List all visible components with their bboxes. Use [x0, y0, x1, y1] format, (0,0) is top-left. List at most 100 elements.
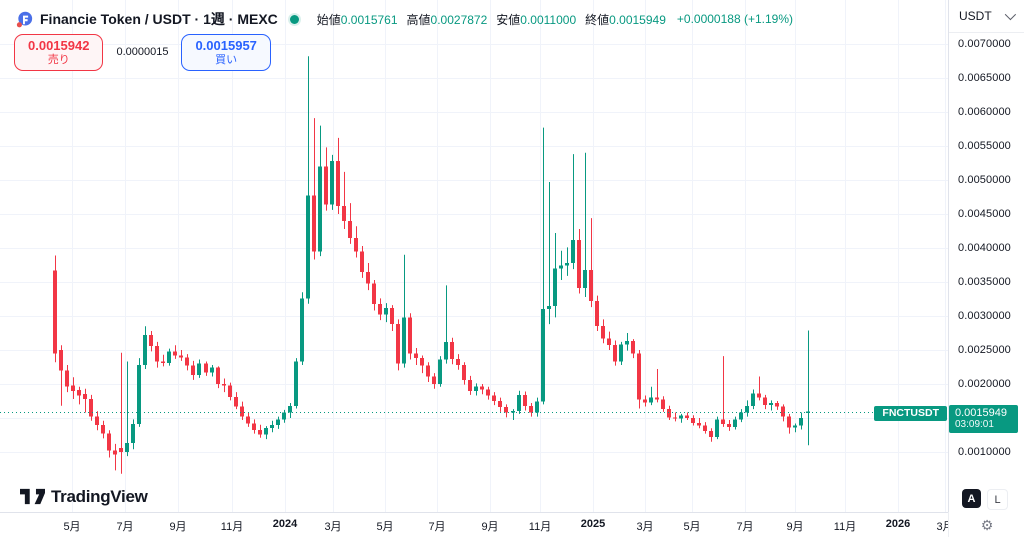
candle-body [432, 376, 436, 384]
candle-body [179, 355, 183, 358]
tradingview-logo[interactable]: TradingView [20, 486, 148, 507]
candle-body [504, 407, 508, 413]
candle-body [276, 419, 280, 425]
candle-body [336, 160, 340, 206]
buy-price: 0.0015957 [195, 38, 257, 53]
time-tick-label: 9月 [481, 521, 499, 533]
chart-canvas[interactable] [0, 0, 948, 537]
price-axis[interactable]: USDT 0.0070000 0.0065000 0.0060000 0.005500… [948, 0, 1024, 512]
symbol-title[interactable]: Financie Token / USDT · 1週 · MEXC [40, 11, 278, 27]
price-tick-label: 0.0020000 [958, 378, 1011, 390]
candle-body [348, 220, 352, 238]
time-tick-label: 7月 [116, 521, 134, 533]
candle-body [390, 307, 394, 325]
candle-body [240, 406, 244, 417]
candle-body [703, 425, 707, 431]
currency-dropdown[interactable]: USDT [949, 0, 1024, 33]
candle-body [143, 335, 147, 365]
candle-body [474, 386, 478, 391]
candle-body [438, 359, 442, 384]
log-scale-button[interactable]: L [987, 489, 1008, 510]
candle-body [517, 394, 521, 412]
candle-body [185, 357, 189, 366]
spread-value: 0.0000015 [116, 46, 169, 59]
open-label: 始値 [316, 12, 341, 27]
time-tick-label: 9月 [786, 521, 804, 533]
candle-body [565, 262, 569, 266]
price-tick-label: 0.0010000 [958, 446, 1011, 458]
candle-body [77, 390, 81, 396]
sell-price: 0.0015942 [28, 38, 90, 53]
gear-icon[interactable]: ⚙ [980, 516, 994, 533]
candle-body [745, 405, 749, 413]
tradingview-logo-text: TradingView [51, 486, 148, 506]
candle-body [107, 433, 111, 451]
candle-body [529, 405, 533, 413]
candle-body [769, 403, 773, 406]
candle-body [462, 364, 466, 380]
buy-button[interactable]: 0.0015957 買い [181, 34, 271, 71]
candle-body [655, 397, 659, 400]
candle-body [661, 399, 665, 410]
time-tick-label: 2026 [885, 518, 911, 530]
price-tick-label: 0.0050000 [958, 174, 1011, 186]
time-tick-label: 9月 [169, 521, 187, 533]
candle-body [721, 419, 725, 425]
price-tick-label: 0.0040000 [958, 242, 1011, 254]
candle-body [444, 341, 448, 360]
candle-body [679, 415, 683, 419]
currency-label: USDT [959, 9, 992, 23]
candle-body [89, 398, 93, 417]
candle-body [607, 338, 611, 346]
candle-body [577, 239, 581, 289]
candle-body [757, 393, 761, 398]
high-label: 高値 [406, 12, 431, 27]
candle-body [667, 409, 671, 418]
last-price-value: 0.0015949 [955, 406, 1007, 419]
candle-body [426, 365, 430, 377]
candle-body [456, 358, 460, 365]
candle-body [161, 361, 165, 363]
candle-body [101, 424, 105, 434]
candle-body [492, 395, 496, 401]
candle-body [204, 363, 208, 373]
candle-body [264, 428, 268, 435]
candle-body [366, 271, 370, 284]
candle-body [709, 430, 713, 438]
sell-button[interactable]: 0.0015942 売り [14, 34, 104, 71]
candle-body [173, 351, 177, 356]
order-panel: 0.0015942 売り 0.0000015 0.0015957 買い [14, 34, 271, 71]
candle-body [619, 344, 623, 362]
candle-body [763, 397, 767, 406]
candle-body [739, 412, 743, 420]
candle-body [222, 384, 226, 386]
candle-body [65, 370, 69, 387]
bar-countdown: 03:09:01 [955, 418, 994, 430]
candle-body [685, 415, 689, 418]
time-tick-label: 2025 [580, 518, 606, 530]
time-axis[interactable]: 5月 7月 9月 11月 2024 3月 5月 7月 9月 11月 2025 3月 5月 7月 9月 11月 2… [0, 512, 1024, 538]
candle-body [246, 416, 250, 424]
candle-body [306, 195, 310, 299]
candle-body [751, 393, 755, 406]
candle-body [318, 166, 322, 252]
candle-body [354, 237, 358, 252]
candle-body [95, 416, 99, 425]
auto-scale-button[interactable]: A [962, 489, 981, 508]
candle-body [324, 166, 328, 205]
time-tick-label: 3月 [324, 521, 342, 533]
candle-body [793, 425, 797, 428]
candle-body [149, 335, 153, 346]
candle-body [408, 317, 412, 354]
candle-body [125, 443, 129, 452]
candle-body [727, 424, 731, 427]
open-value: 0.0015761 [340, 12, 398, 27]
candle-body [119, 447, 123, 452]
market-open-dot [289, 14, 299, 24]
candle-body [378, 303, 382, 315]
candle-body [420, 358, 424, 366]
high-value: 0.0027872 [430, 12, 488, 27]
candle-body [197, 363, 201, 376]
candle-body [167, 351, 171, 363]
candle-body [523, 394, 527, 406]
